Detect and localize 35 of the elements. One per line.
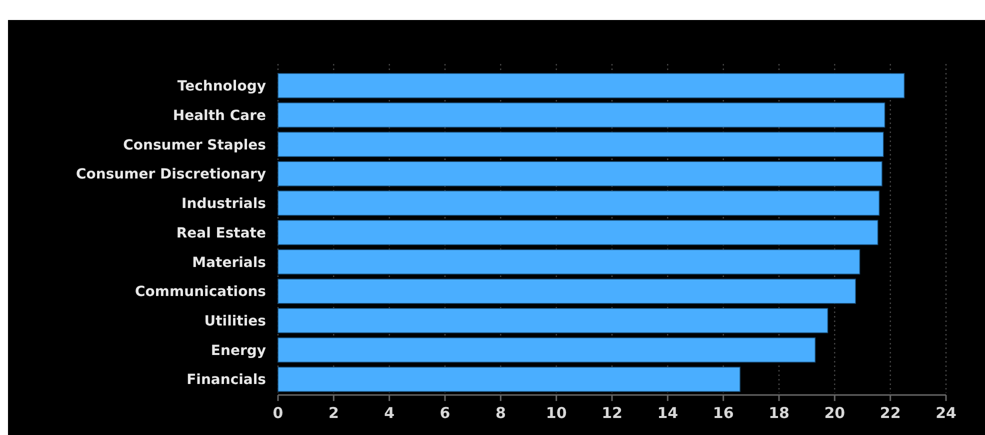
y-tick-label: Utilities	[204, 314, 266, 330]
y-tick-label: Consumer Discretionary	[76, 166, 266, 183]
bar	[278, 102, 886, 128]
y-tick-label: Health Care	[172, 108, 266, 124]
y-tick-label: Industrials	[182, 196, 266, 212]
x-tick-label: 2	[328, 404, 339, 422]
bar	[278, 161, 882, 186]
y-tick-label: Consumer Staples	[123, 137, 266, 154]
bar	[278, 337, 816, 363]
y-tick-label: Technology	[177, 78, 266, 95]
bar	[278, 366, 740, 392]
bar	[278, 190, 880, 216]
bar	[278, 249, 860, 274]
x-tick-label: 6	[440, 404, 450, 422]
y-tick-label: Real Estate	[176, 225, 266, 242]
bar	[278, 132, 884, 157]
x-tick-label: 12	[602, 404, 622, 422]
y-tick-label: Communications	[135, 284, 266, 300]
bar	[278, 220, 878, 246]
y-tick-label: Energy	[210, 342, 266, 359]
x-tick-label: 10	[546, 404, 567, 422]
bar	[278, 73, 905, 98]
bar	[278, 308, 828, 334]
x-tick-label: 0	[272, 404, 284, 422]
x-tick-label: 20	[824, 404, 846, 422]
x-tick-label: 18	[768, 404, 790, 422]
x-tick-label: 8	[495, 404, 506, 422]
x-tick-label: 24	[936, 404, 956, 422]
bar	[278, 278, 856, 304]
y-tick-label: Materials	[192, 254, 266, 271]
x-tick-label: 22	[880, 404, 901, 422]
x-tick-label: 16	[712, 404, 734, 422]
x-tick-label: 14	[657, 404, 678, 422]
x-tick-label: 4	[384, 404, 395, 422]
y-tick-label: Financials	[186, 372, 266, 388]
